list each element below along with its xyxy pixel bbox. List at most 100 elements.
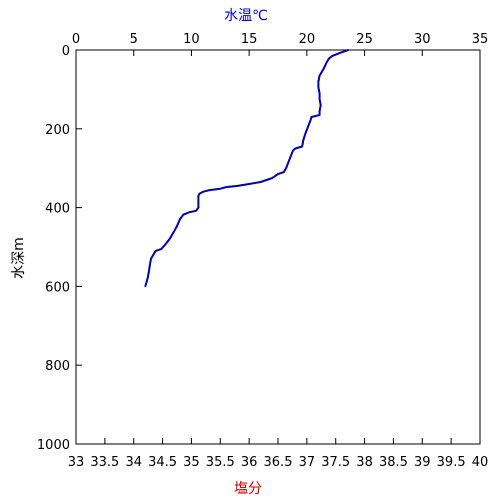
temperature-point (327, 57, 330, 60)
bottom-tick-label: 34 (125, 455, 142, 470)
bottom-tick-label: 33 (68, 455, 85, 470)
bottom-tick-label: 36 (241, 455, 258, 470)
temperature-point (285, 167, 287, 170)
temperature-point (271, 177, 274, 180)
temperature-point (301, 145, 304, 148)
temperature-point (145, 281, 148, 284)
left-axis: 0 200 400 600 800 1000 (37, 44, 82, 453)
bottom-tick-label: 38.5 (379, 455, 408, 470)
temperature-point (318, 110, 321, 112)
temperature-point (323, 66, 326, 69)
top-axis: 0 5 10 15 20 25 30 35 (72, 32, 488, 56)
temperature-point (168, 238, 171, 241)
top-axis-title: 水温℃ (224, 8, 268, 24)
temperature-point (259, 181, 262, 183)
temperature-point (289, 155, 292, 158)
top-tick-label: 20 (299, 32, 316, 47)
top-tick-label: 25 (356, 32, 373, 47)
temperature-point (318, 74, 321, 77)
temperature-point (265, 179, 268, 181)
series-layer (144, 49, 350, 288)
left-tick-label: 1000 (37, 438, 70, 453)
temperature-point (302, 138, 305, 141)
bottom-tick-label: 39.5 (437, 455, 466, 470)
temperature-point (188, 211, 191, 214)
left-axis-title: 水深m (11, 237, 27, 279)
bottom-tick-label: 37.5 (321, 455, 350, 470)
left-tick-label: 0 (62, 44, 70, 59)
temperature-point (149, 263, 151, 266)
bottom-tick-label: 35 (183, 455, 200, 470)
temperature-point (318, 92, 321, 95)
top-tick-label: 30 (414, 32, 431, 47)
plot-frame (75, 49, 481, 445)
temperature-point (198, 192, 201, 195)
temperature-point (307, 125, 309, 128)
temperature-point (318, 98, 321, 101)
temperature-point (202, 190, 204, 193)
temperature-point (331, 55, 334, 57)
bottom-tick-label: 34.5 (148, 455, 177, 470)
top-tick-label: 15 (241, 32, 258, 47)
temperature-profile-line (144, 49, 349, 287)
temperature-point (160, 248, 163, 250)
temperature-point (344, 50, 346, 53)
top-tick-label: 0 (72, 32, 80, 47)
temperature-point (150, 257, 152, 260)
bottom-tick-label: 38 (356, 455, 373, 470)
temperature-point (248, 183, 251, 185)
plot-area (75, 49, 481, 445)
temperature-point (146, 277, 149, 280)
top-tick-label: 5 (130, 32, 138, 47)
temperature-point (292, 149, 294, 152)
temperature-point (144, 285, 147, 288)
temperature-point (219, 187, 222, 190)
temperature-point (154, 250, 157, 252)
temperature-point (294, 147, 297, 150)
temperature-point (314, 115, 316, 118)
left-tick-label: 400 (45, 202, 70, 217)
temperature-point (197, 194, 200, 197)
bottom-axis: 33 33.5 34 34.5 35 35.5 36 36.5 37 37.5 38 38.5 39 39… (68, 438, 489, 470)
temperature-point (277, 173, 279, 176)
temperature-point (319, 104, 322, 107)
temperature-point (325, 61, 328, 64)
temperature-point (304, 131, 307, 134)
bottom-tick-label: 35.5 (206, 455, 235, 470)
temperature-point (164, 244, 166, 246)
left-tick-label: 600 (45, 280, 70, 295)
top-tick-label: 35 (472, 32, 489, 47)
temperature-point (195, 209, 197, 212)
temperature-point (152, 254, 155, 256)
temperature-point (182, 213, 185, 216)
temperature-point (175, 226, 178, 229)
top-tick-label: 10 (183, 32, 200, 47)
temperature-point (287, 161, 290, 164)
bottom-tick-label: 36.5 (264, 455, 293, 470)
temperature-point (317, 86, 320, 89)
left-tick-label: 800 (45, 359, 70, 374)
bottom-tick-label: 39 (414, 455, 431, 470)
temperature-point (317, 80, 320, 83)
bottom-axis-title: 塩分 (234, 481, 262, 497)
temperature-point (310, 116, 313, 118)
temperature-point (197, 200, 200, 203)
bottom-tick-label: 37 (299, 455, 316, 470)
temperature-point (282, 171, 285, 174)
temperature-point (318, 114, 321, 116)
temperature-point (207, 189, 210, 192)
temperature-point (197, 206, 200, 209)
temperature-point (347, 49, 350, 51)
temperature-point (321, 70, 323, 73)
temperature-point (225, 186, 228, 189)
temperature-point (309, 120, 312, 122)
bottom-tick-label: 40 (472, 455, 489, 470)
temperature-point (338, 52, 341, 55)
left-tick-label: 200 (45, 123, 70, 138)
bottom-tick-label: 33.5 (90, 455, 119, 470)
temperature-point (172, 232, 174, 235)
temperature-point (147, 271, 150, 274)
temperature-point (179, 218, 181, 221)
temperature-point (236, 185, 239, 187)
